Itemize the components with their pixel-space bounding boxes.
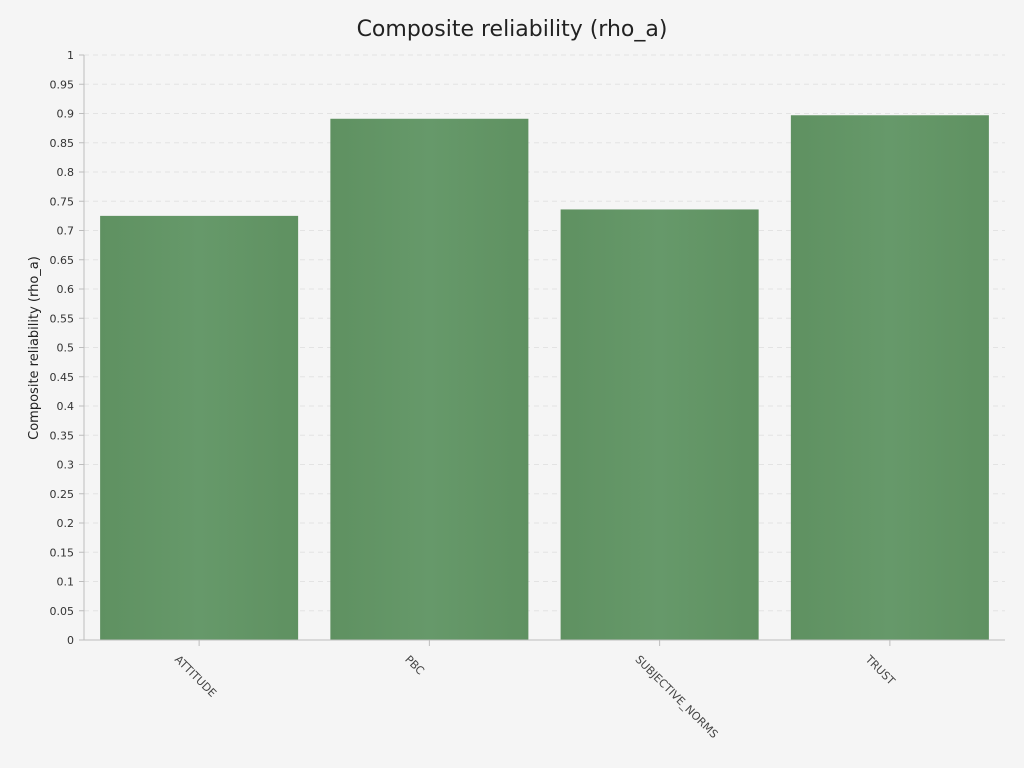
y-tick-label: 0.8 — [57, 166, 75, 179]
y-tick-label: 0 — [67, 634, 74, 647]
y-tick-label: 0.4 — [57, 400, 75, 413]
y-tick-label: 1 — [67, 49, 74, 62]
bar-subjective-norms — [560, 209, 759, 640]
x-tick-label: SUBJECTIVE_NORMS — [633, 653, 721, 741]
x-tick-label: TRUST — [862, 652, 898, 688]
y-tick-label: 0.35 — [50, 429, 75, 442]
y-tick-label: 0.45 — [50, 371, 75, 384]
bar-attitude — [100, 215, 299, 640]
y-tick-label: 0.1 — [57, 576, 75, 589]
y-tick-label: 0.3 — [57, 459, 75, 472]
y-tick-label: 0.9 — [57, 108, 75, 121]
y-axis-label: Composite reliability (rho_a) — [27, 256, 42, 440]
chart-title: Composite reliability (rho_a) — [357, 17, 668, 42]
y-tick-label: 0.15 — [50, 546, 75, 559]
y-tick-label: 0.05 — [50, 605, 75, 618]
x-tick-label: ATTITUDE — [172, 653, 219, 700]
x-tick-label: PBC — [402, 653, 427, 678]
y-tick-label: 0.6 — [57, 283, 75, 296]
bars — [100, 115, 989, 640]
y-tick-label: 0.2 — [57, 517, 75, 530]
y-tick-label: 0.65 — [50, 254, 75, 267]
bar-pbc — [330, 118, 529, 640]
y-tick-label: 0.95 — [50, 78, 75, 91]
bar-trust — [790, 115, 989, 640]
y-tick-label: 0.55 — [50, 312, 75, 325]
y-tick-label: 0.7 — [57, 225, 75, 238]
y-tick-label: 0.75 — [50, 195, 75, 208]
axes — [79, 54, 1005, 646]
y-tick-label: 0.5 — [57, 342, 75, 355]
y-tick-label: 0.25 — [50, 488, 75, 501]
y-tick-label: 0.85 — [50, 137, 75, 150]
